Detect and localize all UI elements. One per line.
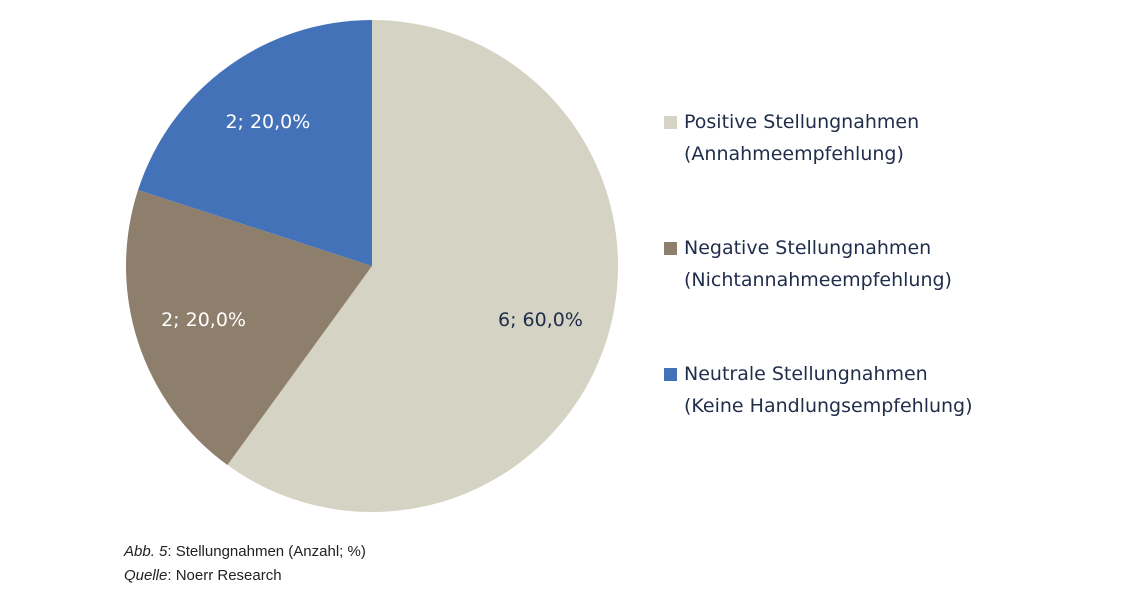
source-line: Quelle: Noerr Research [124, 564, 366, 588]
chart: 6; 60,0% 2; 20,0% 2; 20,0% [125, 20, 619, 513]
data-label: 2; 20,0% [161, 309, 246, 331]
caption: Abb. 5: Stellungnahmen (Anzahl; %) Quell… [124, 540, 366, 588]
source-text: : Noerr Research [167, 567, 282, 584]
legend-item: Neutrale Stellungnahmen (Keine Handlungs… [664, 358, 1014, 422]
legend-item: Negative Stellungnahmen (Nichtannahmeemp… [664, 232, 1014, 296]
legend: Positive Stellungnahmen (Annahmeempfehlu… [664, 106, 1014, 484]
pie-slice [227, 20, 619, 513]
legend-label: Positive Stellungnahmen (Annahmeempfehlu… [684, 111, 920, 165]
legend-swatch [664, 116, 677, 129]
legend-swatch [664, 368, 677, 381]
data-label: 6; 60,0% [498, 309, 583, 331]
figure-label: Abb. 5 [124, 543, 168, 560]
figure-text: : Stellungnahmen (Anzahl; %) [167, 543, 366, 560]
legend-swatch [664, 242, 677, 255]
legend-item: Positive Stellungnahmen (Annahmeempfehlu… [664, 106, 1014, 170]
data-label: 2; 20,0% [225, 111, 310, 133]
legend-label: Negative Stellungnahmen (Nichtannahmeemp… [684, 237, 952, 291]
pie-slice [125, 189, 372, 466]
legend-label: Neutrale Stellungnahmen (Keine Handlungs… [684, 363, 973, 417]
pie-slice [138, 20, 372, 266]
source-label: Quelle [124, 567, 168, 584]
figure-line: Abb. 5: Stellungnahmen (Anzahl; %) [124, 540, 366, 564]
